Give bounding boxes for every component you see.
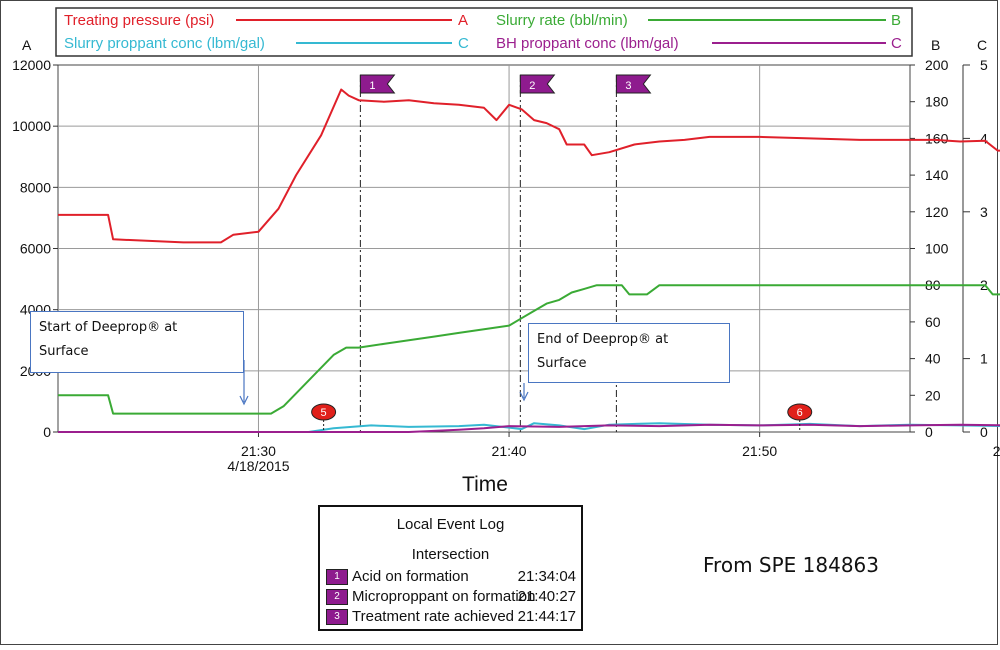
tick-label-a: 10000 <box>12 118 51 134</box>
event-log-row: 1 Acid on formation 21:34:04 <box>326 568 576 586</box>
event-log-subtitle: Intersection <box>411 546 490 563</box>
tick-label-a: 6000 <box>20 241 51 257</box>
legend-label: Treating pressure (psi) <box>64 12 214 29</box>
x-axis-title: Time <box>462 473 508 496</box>
start-callout: Start of Deeprop® at Surface <box>30 311 244 373</box>
tick-label-b: 0 <box>925 424 933 440</box>
tick-label-b: 140 <box>925 167 949 183</box>
axis-label-c: C <box>977 37 987 53</box>
tick-label-x: 21:50 <box>742 443 777 459</box>
arrow-head-icon <box>519 391 529 402</box>
tick-label-b: 160 <box>925 130 949 146</box>
tick-label-x: 22:00 <box>993 443 1000 459</box>
event-log: Local Event Log Intersection 1 Acid on f… <box>318 505 583 631</box>
series-line <box>58 422 1000 433</box>
series-lines <box>58 88 1000 433</box>
event-marker <box>311 403 337 421</box>
tick-label-x: 21:30 <box>241 443 276 459</box>
tick-label-b: 120 <box>925 204 949 220</box>
tick-date-x: 4/18/2015 <box>227 458 289 474</box>
event-log-title: Local Event Log <box>396 516 505 533</box>
event-marker-label: 6 <box>797 407 803 419</box>
source-credit: From SPE 184863 <box>703 553 880 577</box>
tick-label-x: 21:40 <box>492 443 527 459</box>
event-flag-icon <box>359 74 396 94</box>
tick-label-c: 5 <box>980 57 988 73</box>
event-time: 21:44:17 <box>517 608 576 625</box>
legend-axis-letter: C <box>891 35 902 52</box>
event-flag-label: 1 <box>369 80 375 92</box>
legend-axis-letter: C <box>458 35 469 52</box>
series-line <box>58 423 1000 433</box>
tick-label-c: 0 <box>980 424 988 440</box>
event-marker <box>787 403 813 421</box>
tick-label-a: 8000 <box>20 179 51 195</box>
start-callout-line2: Surface <box>39 344 89 359</box>
event-label: Microproppant on formation <box>352 588 536 605</box>
event-flag-icon <box>519 74 556 94</box>
legend-label: Slurry proppant conc (lbm/gal) <box>64 35 265 52</box>
tick-label-c: 4 <box>980 130 988 146</box>
tick-label-b: 180 <box>925 94 949 110</box>
tick-labels: 0200040006000800010000120000204060801001… <box>12 57 1000 474</box>
event-flag-icon: 2 <box>326 589 348 605</box>
tick-label-a: 12000 <box>12 57 51 73</box>
start-callout-line1: Start of Deeprop® at <box>39 320 178 335</box>
end-callout-line1: End of Deeprop® at <box>537 332 669 347</box>
event-time: 21:40:27 <box>517 588 576 605</box>
series-line <box>58 284 1000 415</box>
event-lines: 1 2 3 <box>359 74 652 432</box>
legend-box <box>55 7 913 57</box>
event-flag-icon: 1 <box>326 569 348 585</box>
event-markers: 5678 <box>311 403 813 432</box>
callout-arrows <box>239 360 529 406</box>
legend-label: BH proppant conc (lbm/gal) <box>496 35 679 52</box>
event-marker-label: 5 <box>321 407 327 419</box>
axis-label-b: B <box>931 37 940 53</box>
event-flag-icon: 3 <box>326 609 348 625</box>
axis-labels: A B C <box>22 37 987 53</box>
event-flag-label: 3 <box>625 80 631 92</box>
tick-label-c: 1 <box>980 351 988 367</box>
tick-label-b: 100 <box>925 241 949 257</box>
end-callout: End of Deeprop® at Surface <box>528 323 730 383</box>
tick-label-c: 3 <box>980 204 988 220</box>
tick-label-b: 200 <box>925 57 949 73</box>
arrow-head-icon <box>239 395 249 406</box>
event-flag-label: 2 <box>529 80 535 92</box>
event-log-row: 3 Treatment rate achieved 21:44:17 <box>326 608 576 626</box>
event-label: Acid on formation <box>352 568 469 585</box>
axis-label-a: A <box>22 37 32 53</box>
tick-label-b: 60 <box>925 314 941 330</box>
legend: Treating pressure (psi) A Slurry rate (bbl… <box>55 7 913 57</box>
legend-label: Slurry rate (bbl/min) <box>496 12 628 29</box>
series-line <box>58 88 1000 244</box>
tick-label-a: 0 <box>43 424 51 440</box>
event-label: Treatment rate achieved <box>352 608 515 625</box>
end-callout-line2: Surface <box>537 356 587 371</box>
legend-axis-letter: B <box>891 12 901 29</box>
event-time: 21:34:04 <box>517 568 576 585</box>
tick-label-b: 40 <box>925 351 941 367</box>
legend-axis-letter: A <box>458 12 468 29</box>
event-flag-icon <box>615 74 652 94</box>
event-log-row: 2 Microproppant on formation 21:40:27 <box>326 588 576 606</box>
tick-label-b: 20 <box>925 387 941 403</box>
